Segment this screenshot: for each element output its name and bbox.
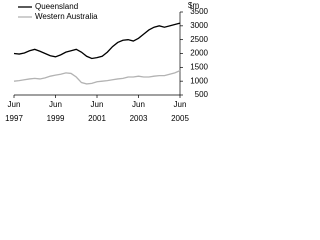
y-axis-label: $m — [188, 1, 199, 10]
x-tick-label: Jun 2003 — [130, 100, 148, 123]
y-tick-label: 1500 — [190, 62, 208, 71]
x-tick-label: Jun 1997 — [5, 100, 23, 123]
chart: $m 500 1000 1500 2000 2500 3000 3500 Jun 1997 Jun… — [5, 1, 209, 123]
y-tick-label: 500 — [195, 90, 209, 99]
x-tick-label: Jun 2001 — [88, 100, 106, 123]
y-tick-label: 2500 — [190, 35, 208, 44]
legend-label: Western Australia — [35, 12, 98, 21]
y-tick-label: 3500 — [190, 7, 208, 16]
y-tick-label: 3000 — [190, 21, 208, 30]
series-line — [13, 70, 181, 85]
legend-label: Queensland — [35, 2, 78, 11]
x-tick-label: Jun 2005 — [171, 100, 189, 123]
series-line — [13, 22, 181, 60]
y-tick-label: 2000 — [190, 49, 208, 58]
x-tick-label: Jun 1999 — [47, 100, 65, 123]
y-tick-label: 1000 — [190, 76, 208, 85]
